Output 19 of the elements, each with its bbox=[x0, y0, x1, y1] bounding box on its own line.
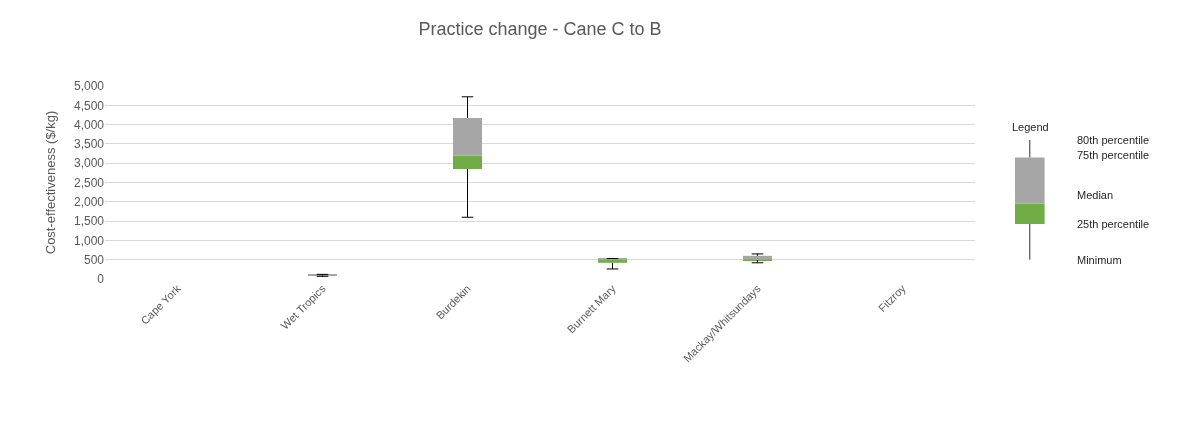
text: 25th percentile bbox=[1077, 218, 1150, 230]
text: 80th percentile bbox=[1077, 134, 1150, 146]
chart-title: Practice change - Cane C to B bbox=[418, 18, 662, 39]
y-tick-label: 5,000 bbox=[73, 79, 105, 94]
text: Median bbox=[1077, 189, 1114, 201]
y-tick-label: 1,000 bbox=[73, 233, 105, 248]
y-tick-label: 3,000 bbox=[73, 156, 105, 171]
text: 75th percentile bbox=[1077, 149, 1150, 161]
y-tick-label: 1,500 bbox=[73, 214, 105, 229]
y-tick-label: 0 bbox=[97, 272, 105, 287]
text: Minimum bbox=[1077, 254, 1122, 266]
y-tick-label: 4,000 bbox=[73, 117, 105, 132]
y-tick-label: 4,500 bbox=[73, 98, 105, 113]
y-tick-label: 2,000 bbox=[73, 195, 105, 209]
y-tick-label: 3,500 bbox=[73, 137, 105, 152]
y-tick-label: 2,500 bbox=[73, 175, 105, 190]
text: Legend bbox=[1012, 121, 1049, 133]
y-axis-title: Cost-effectiveness ($/kg) bbox=[42, 110, 58, 255]
y-tick-label: 500 bbox=[83, 252, 105, 267]
